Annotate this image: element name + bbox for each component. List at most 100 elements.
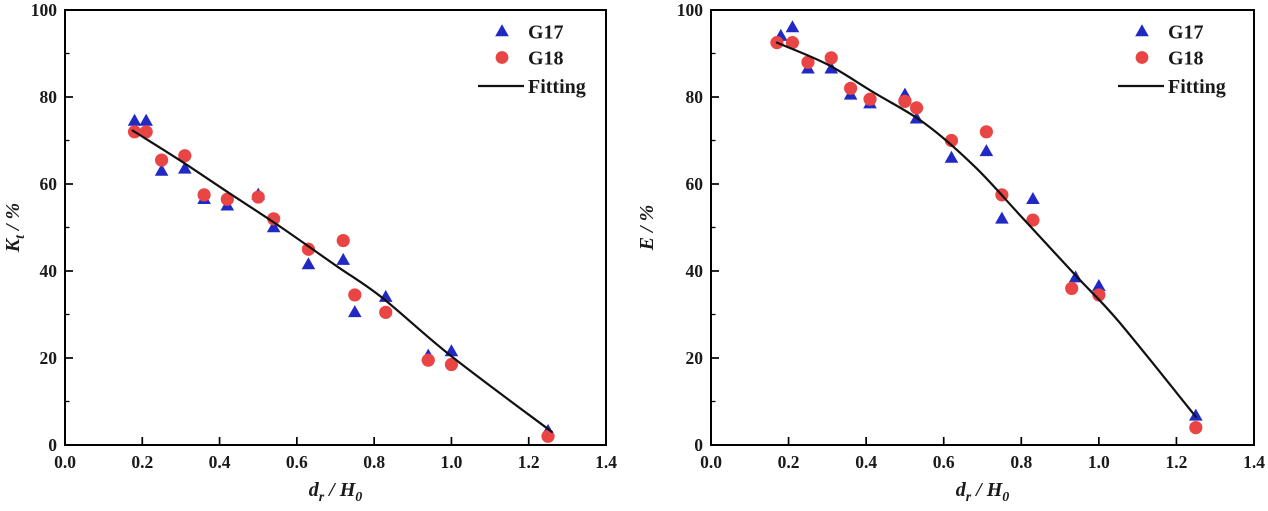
g17-triangle-marker xyxy=(127,113,142,126)
g18-circle-marker xyxy=(909,101,924,115)
g18-circle-marker xyxy=(785,36,800,50)
fitting-line xyxy=(775,41,1197,418)
x-tick-label: 1.4 xyxy=(595,452,617,472)
x-tick-label: 0.4 xyxy=(209,452,231,472)
g18-circle-marker xyxy=(348,288,362,302)
g17-triangle-marker xyxy=(785,20,800,33)
y-tick-label: 40 xyxy=(40,261,58,281)
g18-circle-marker xyxy=(979,125,993,139)
x-tick-label: 0.0 xyxy=(54,452,76,472)
fitting-line xyxy=(131,129,553,433)
g18-circle-marker xyxy=(220,192,234,206)
g18-circle-marker xyxy=(336,233,350,248)
x-tick-label: 0.8 xyxy=(1010,452,1032,472)
g18-circle-marker xyxy=(1092,288,1106,302)
x-tick-label: 1.0 xyxy=(440,452,462,472)
g17-triangle-marker xyxy=(1026,192,1040,205)
g18-circle-marker xyxy=(444,357,459,372)
plot-svg: 0.0 0.2 0.4 0.6 0.8 1.0 1.2 1.4 0 20 40 60 80 100 dr /… xyxy=(636,0,1265,505)
g18-circle-marker xyxy=(267,212,281,226)
y-tick-label: 0 xyxy=(48,435,57,455)
series-G18 xyxy=(127,125,555,443)
g17-triangle-marker xyxy=(1189,408,1203,421)
g18-circle-marker xyxy=(197,188,211,202)
y-tick-label: 60 xyxy=(686,174,704,194)
y-tick-label: 80 xyxy=(40,87,58,107)
x-axis-title: dr / H0 xyxy=(309,479,363,505)
y-axis: 0 20 40 60 80 100 xyxy=(677,0,719,455)
g18-circle-marker xyxy=(421,353,435,367)
legend: G17 G18 Fitting xyxy=(478,22,586,98)
g17-triangle-marker xyxy=(348,305,362,318)
legend-label-g18: G18 xyxy=(1168,48,1204,70)
g18-circle-marker xyxy=(178,149,192,163)
g17-triangle-marker xyxy=(979,144,994,157)
chart-kt-vs-drh0: 0.0 0.2 0.4 0.6 0.8 1.0 1.2 1.4 0 20 40 60 80 100 dr /… xyxy=(2,0,617,505)
chart-e-vs-drh0: 0.0 0.2 0.4 0.6 0.8 1.0 1.2 1.4 0 20 40 60 80 100 dr /… xyxy=(634,0,1268,511)
y-tick-label: 20 xyxy=(40,348,58,368)
legend-label-fitting: Fitting xyxy=(528,76,586,98)
g18-circle-marker xyxy=(863,92,877,106)
g18-circle-marker xyxy=(1189,421,1203,435)
g17-triangle-marker xyxy=(301,257,316,270)
g18-circle-marker xyxy=(251,190,265,204)
g18-circle-marker xyxy=(801,55,815,69)
legend-g17-triangle-icon xyxy=(495,24,509,37)
x-tick-label: 0.2 xyxy=(778,452,800,472)
g18-circle-marker xyxy=(301,242,316,256)
legend-label-g18: G18 xyxy=(528,48,564,70)
x-tick-label: 1.4 xyxy=(1243,452,1265,472)
y-tick-label: 0 xyxy=(694,435,703,455)
x-axis-title: dr / H0 xyxy=(956,479,1010,505)
g18-circle-marker xyxy=(944,133,959,148)
plot-border xyxy=(64,9,607,446)
x-axis: 0.0 0.2 0.4 0.6 0.8 1.0 1.2 1.4 xyxy=(54,437,617,472)
legend: G17 G18 Fitting xyxy=(1118,22,1226,98)
g18-circle-marker xyxy=(898,94,912,108)
x-tick-label: 0.2 xyxy=(131,452,153,472)
x-tick-label: 0.4 xyxy=(855,452,877,472)
plot-svg: 0.0 0.2 0.4 0.6 0.8 1.0 1.2 1.4 0 20 40 60 80 100 dr /… xyxy=(2,0,617,505)
x-tick-label: 1.2 xyxy=(1165,452,1187,472)
g17-triangle-marker xyxy=(444,344,459,357)
x-tick-label: 0.8 xyxy=(363,452,385,472)
x-axis: 0.0 0.2 0.4 0.6 0.8 1.0 1.2 1.4 xyxy=(700,437,1265,472)
y-tick-label: 60 xyxy=(40,174,58,194)
series-G18 xyxy=(770,36,1203,435)
legend-g17-triangle-icon xyxy=(1135,24,1149,37)
g18-circle-marker xyxy=(379,305,393,319)
y-axis-title: E / % xyxy=(636,205,658,252)
g17-triangle-marker xyxy=(336,252,351,265)
g17-triangle-marker xyxy=(944,150,959,163)
x-tick-label: 0.0 xyxy=(700,452,722,472)
series-G17 xyxy=(774,20,1203,421)
legend-label-g17: G17 xyxy=(528,22,564,44)
g18-circle-marker xyxy=(844,81,858,95)
g18-circle-marker xyxy=(541,429,555,443)
x-tick-label: 1.2 xyxy=(518,452,540,472)
g17-triangle-marker xyxy=(154,163,169,176)
x-tick-label: 0.6 xyxy=(933,452,955,472)
g17-triangle-marker xyxy=(995,211,1009,224)
g17-triangle-marker xyxy=(139,113,153,126)
x-tick-label: 1.0 xyxy=(1088,452,1110,472)
g17-triangle-marker xyxy=(266,220,281,233)
y-tick-label: 20 xyxy=(686,348,704,368)
g18-circle-marker xyxy=(824,51,838,65)
g17-triangle-marker xyxy=(1092,279,1106,292)
y-tick-label: 40 xyxy=(686,261,704,281)
legend-label-g17: G17 xyxy=(1168,22,1204,44)
g17-triangle-marker xyxy=(177,161,192,174)
y-axis: 0 20 40 60 80 100 xyxy=(31,0,73,455)
y-tick-label: 100 xyxy=(31,0,58,20)
legend-g18-circle-icon xyxy=(495,51,509,64)
y-tick-label: 80 xyxy=(686,87,704,107)
legend-g18-circle-icon xyxy=(1135,51,1149,64)
legend-label-fitting: Fitting xyxy=(1168,76,1226,98)
x-tick-label: 0.6 xyxy=(286,452,308,472)
g18-circle-marker xyxy=(1065,281,1079,295)
y-tick-label: 100 xyxy=(677,0,704,20)
g18-circle-marker xyxy=(155,153,169,167)
g18-circle-marker xyxy=(1026,213,1040,227)
